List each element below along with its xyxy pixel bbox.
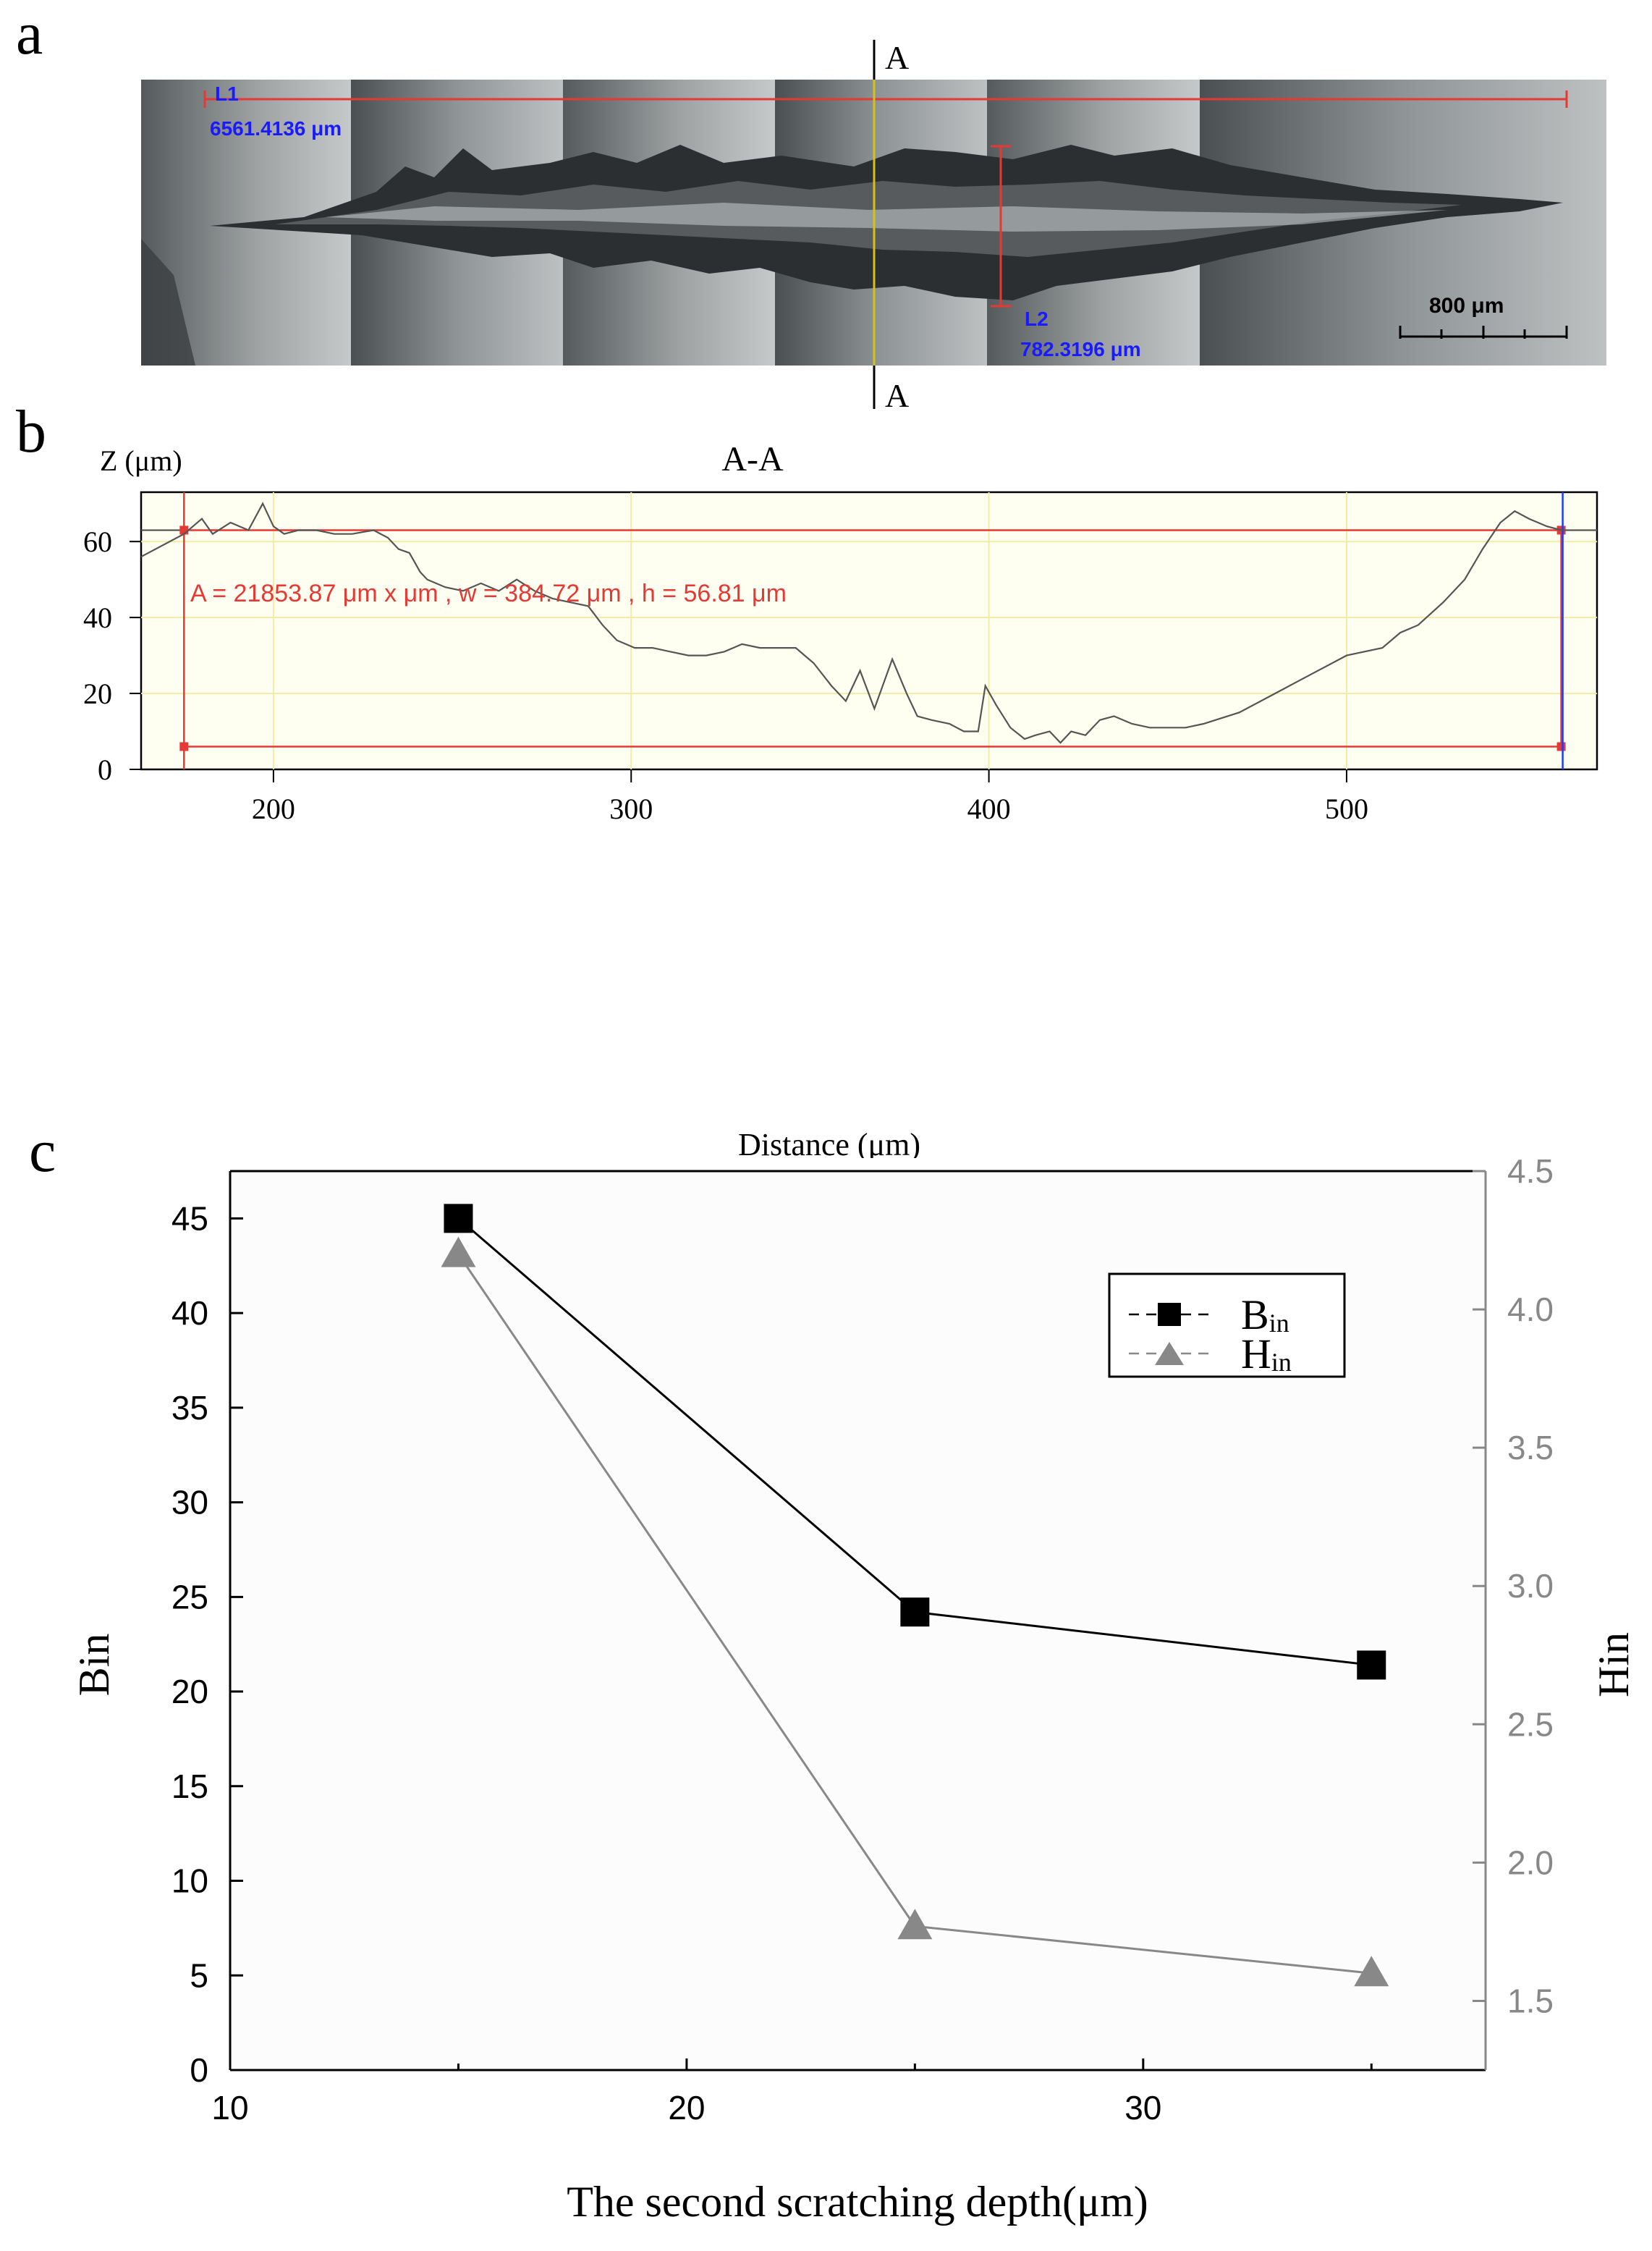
l1-measure-line (203, 90, 1568, 108)
section-label-bottom: A (885, 377, 909, 414)
l1-value: 6561.4136 μm (210, 117, 342, 140)
left-y-tick-label: 15 (171, 1768, 208, 1805)
profile-line (140, 502, 1597, 744)
x-tick-label: 500 (1325, 793, 1368, 825)
left-y-tick-label: 0 (190, 2051, 208, 2089)
profile-x-axis-label: Distance (μm) (738, 1127, 920, 1158)
left-y-tick-label: 25 (171, 1578, 208, 1616)
bin-hin-chart: 10 20 30 0 5 10 15 20 25 30 35 40 45 1.5 2.0 2.5 3.0 3.5 4… (70, 1158, 1638, 2226)
y-tick-label: 60 (83, 525, 112, 558)
panel-letter-a: a (16, 0, 43, 67)
y-tick-label: 20 (83, 677, 112, 710)
panel-letter-c: c (29, 1118, 56, 1185)
bin-marker (444, 1204, 473, 1233)
profile-y-axis-label: Z (μm) (100, 444, 182, 477)
legend-box (1108, 1272, 1346, 1378)
left-y-tick-label: 35 (171, 1389, 208, 1427)
profile-title: A-A (721, 440, 784, 478)
right-y-tick-label: 2.0 (1507, 1844, 1554, 1881)
x-tick-label: 200 (252, 793, 295, 825)
l2-measure-line (991, 145, 1011, 308)
l2-value: 782.3196 μm (1020, 338, 1141, 360)
scratch-groove (210, 145, 1563, 300)
bin-marker (900, 1597, 930, 1627)
legend-hin-label: Hin (1241, 1330, 1292, 1377)
right-y-tick-label: 1.5 (1507, 1982, 1554, 2019)
profile-chart: Z (μm) A-A 200 300 400 500 0 20 40 60 A = 21853… (83, 440, 1598, 1158)
left-y-tick-label: 5 (190, 1956, 208, 1994)
x-tick-label: 20 (668, 2089, 705, 2127)
legend: Bin Hin (1108, 1272, 1346, 1378)
x-tick-label: 30 (1124, 2089, 1161, 2127)
micrograph-panel: L1 6561.4136 μm L2 782.3196 μm A A 800 μ… (141, 39, 1606, 414)
selection-handle (1556, 742, 1566, 751)
x-tick-label: 10 (211, 2089, 248, 2127)
l2-label: L2 (1025, 308, 1049, 330)
left-y-tick-label: 45 (171, 1199, 208, 1237)
profile-annotation: A = 21853.87 μm x μm , w = 384.72 μm , h… (190, 580, 787, 607)
right-y-axis-label: Hin (1590, 1632, 1638, 1697)
left-y-tick-label: 40 (171, 1294, 208, 1332)
x-tick-label: 300 (609, 793, 653, 825)
panel-letter-b: b (16, 398, 46, 465)
right-y-tick-label: 3.5 (1507, 1429, 1554, 1466)
left-y-axis-label: Bin (70, 1634, 118, 1697)
left-y-tick-label: 20 (171, 1673, 208, 1710)
y-tick-label: 40 (83, 601, 112, 634)
profile-plot-area (140, 491, 1598, 771)
y-tick-label: 0 (98, 753, 112, 786)
hin-marker (897, 1909, 933, 1940)
x-axis-label: The second scratching depth(μm) (567, 2178, 1148, 2226)
right-y-tick-label: 2.5 (1507, 1705, 1554, 1743)
legend-bin-label: Bin (1241, 1291, 1289, 1338)
hin-marker (1354, 1956, 1389, 1987)
scale-bar-label: 800 μm (1429, 294, 1504, 318)
hin-marker (441, 1236, 476, 1267)
right-y-tick-label: 3.0 (1507, 1567, 1554, 1605)
legend-bin-marker (1158, 1303, 1181, 1326)
l1-label: L1 (215, 83, 239, 105)
left-y-tick-label: 10 (171, 1862, 208, 1900)
selection-handle (179, 742, 189, 751)
right-y-tick-label: 4.0 (1507, 1291, 1554, 1328)
legend-hin-marker (1155, 1342, 1184, 1365)
right-y-tick-label: 4.5 (1507, 1158, 1554, 1190)
section-label-top: A (885, 39, 909, 76)
bin-marker (1357, 1650, 1386, 1680)
left-y-tick-label: 30 (171, 1484, 208, 1521)
x-tick-label: 400 (967, 793, 1011, 825)
scale-bar (1399, 326, 1568, 339)
